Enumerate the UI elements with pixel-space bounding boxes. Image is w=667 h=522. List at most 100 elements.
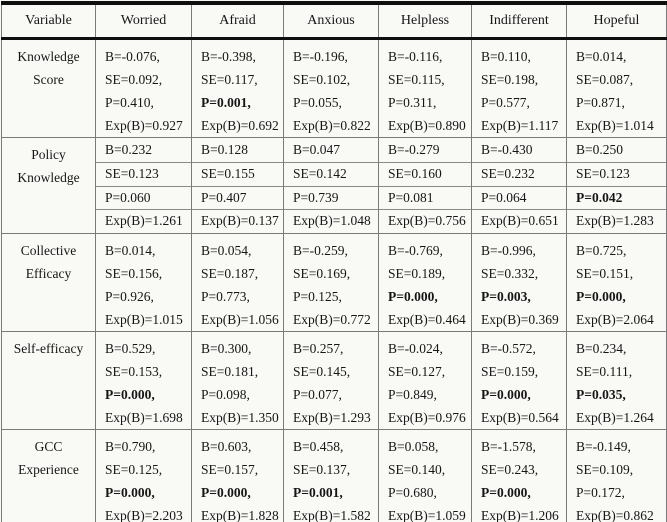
- stat-line: B=-0.196,: [293, 49, 348, 64]
- stat-line: SE=0.151,: [576, 265, 634, 281]
- stat-line: B=-0.398,: [201, 49, 256, 64]
- stat-cell: B=0.603, SE=0.157, P=0.000, Exp(B)=1.828: [191, 428, 284, 522]
- header-row: Variable Worried Afraid Anxious Helpless Indi…: [1, 3, 667, 40]
- stat-line: P=0.060: [96, 185, 191, 210]
- stat-line: SE=0.137,: [293, 461, 351, 477]
- stat-cell: B=-0.769, SE=0.189, P=0.000, Exp(B)=0.464: [378, 232, 472, 332]
- stat-line: Exp(B)=1.117: [481, 118, 559, 133]
- stat-line: SE=0.123: [96, 162, 191, 186]
- stat-cell: B=0.725, SE=0.151, P=0.000, Exp(B)=2.064: [566, 232, 667, 332]
- stat-cell: B=0.058, SE=0.140, P=0.680, Exp(B)=1.059: [378, 428, 472, 522]
- stat-line: B=0.529,: [105, 340, 156, 356]
- column-header-helpless: Helpless: [378, 3, 472, 40]
- stat-line: SE=0.160: [379, 162, 471, 186]
- stat-cell: B=0.128 SE=0.155 P=0.407 Exp(B)=0.137: [191, 137, 284, 234]
- stat-line: P=0.077,: [293, 386, 342, 402]
- stat-line: Exp(B)=1.582: [293, 507, 371, 522]
- table-row: Self-efficacy B=0.529, SE=0.153, P=0.000, Ex…: [1, 330, 667, 430]
- table-row: GCC Experience B=0.790, SE=0.125, P=0.000, Ex…: [1, 428, 667, 522]
- stat-cell: B=0.790, SE=0.125, P=0.000, Exp(B)=2.203: [95, 428, 192, 522]
- stat-line: SE=0.187,: [201, 265, 259, 281]
- stat-line: P=0.055,: [293, 95, 342, 110]
- stat-line: B=0.128: [201, 142, 248, 157]
- stat-cell: B=-1.578, SE=0.243, P=0.000, Exp(B)=1.206: [471, 428, 567, 522]
- stat-line: SE=0.157,: [201, 461, 259, 477]
- stat-line: Exp(B)=0.976: [388, 409, 466, 425]
- stat-line: Exp(B)=0.927: [105, 118, 183, 133]
- stat-line: P=0.000,: [481, 484, 531, 500]
- stat-line: P=0.680,: [388, 484, 437, 500]
- stat-line: SE=0.127,: [388, 363, 446, 379]
- table-row: Knowledge Score B=-0.076, SE=0.092, P=0.410,…: [1, 38, 667, 138]
- variable-name: Knowledge: [17, 49, 80, 64]
- stat-line: SE=0.102,: [293, 72, 351, 87]
- stat-line: Exp(B)=0.756: [379, 209, 471, 233]
- stat-line: Exp(B)=0.369: [481, 311, 559, 327]
- stat-line: SE=0.332,: [481, 265, 539, 281]
- stat-line: SE=0.117,: [201, 72, 258, 87]
- stat-line: B=-0.259,: [293, 242, 348, 258]
- stat-line: P=0.871,: [576, 95, 625, 110]
- stat-line: P=0.042: [567, 185, 666, 210]
- stat-line: B=-0.996,: [481, 242, 536, 258]
- stat-cell: B=-0.259, SE=0.169, P=0.125, Exp(B)=0.772: [283, 232, 379, 332]
- stat-cell: B=-0.279 SE=0.160 P=0.081 Exp(B)=0.756: [378, 137, 472, 234]
- variable-name: Score: [33, 72, 64, 87]
- column-header-hopeful: Hopeful: [566, 3, 667, 40]
- stat-line: P=0.081: [379, 185, 471, 210]
- stat-cell: B=-0.076, SE=0.092, P=0.410, Exp(B)=0.927: [95, 38, 192, 138]
- stat-cell: B=0.250 SE=0.123 P=0.042 Exp(B)=1.283: [566, 137, 667, 234]
- stat-line: Exp(B)=1.014: [576, 118, 654, 133]
- stat-cell: B=-0.149, SE=0.109, P=0.172, Exp(B)=0.862: [566, 428, 667, 522]
- stat-line: B=-1.578,: [481, 438, 536, 454]
- stat-line: Exp(B)=1.293: [293, 409, 371, 425]
- stat-line: P=0.035,: [576, 386, 626, 402]
- stat-line: SE=0.092,: [105, 72, 163, 87]
- stat-line: SE=0.111,: [576, 363, 633, 379]
- stat-line: B=0.014,: [105, 242, 156, 258]
- stat-line: P=0.407: [192, 185, 283, 210]
- variable-name: Knowledge: [17, 170, 80, 185]
- stat-line: B=0.110,: [481, 49, 531, 64]
- stat-line: B=-0.076,: [105, 49, 160, 64]
- stat-line: Exp(B)=1.350: [201, 409, 279, 425]
- stat-line: B=0.790,: [105, 438, 156, 454]
- variable-name: Self-efficacy: [13, 340, 84, 356]
- stat-cell: B=0.232 SE=0.123 P=0.060 Exp(B)=1.261: [95, 137, 192, 234]
- stat-cell: B=0.014, SE=0.087, P=0.871, Exp(B)=1.014: [566, 38, 667, 138]
- stat-cell: B=-0.398, SE=0.117, P=0.001, Exp(B)=0.692: [191, 38, 284, 138]
- stat-line: B=0.232: [105, 142, 152, 157]
- stat-line: P=0.125,: [293, 288, 342, 304]
- stat-line: B=-0.279: [388, 142, 440, 157]
- stat-cell: B=0.110, SE=0.198, P=0.577, Exp(B)=1.117: [471, 38, 567, 138]
- stat-line: P=0.000,: [388, 288, 438, 304]
- stat-line: Exp(B)=0.822: [293, 118, 371, 133]
- stat-cell: B=-0.196, SE=0.102, P=0.055, Exp(B)=0.822: [283, 38, 379, 138]
- stat-line: Exp(B)=1.828: [201, 507, 279, 522]
- stat-line: SE=0.155: [192, 162, 283, 186]
- stat-line: Exp(B)=1.059: [388, 507, 466, 522]
- stat-line: P=0.000,: [201, 484, 251, 500]
- stat-cell: B=0.014, SE=0.156, P=0.926, Exp(B)=1.015: [95, 232, 192, 332]
- stat-line: SE=0.159,: [481, 363, 539, 379]
- stat-line: SE=0.142: [284, 162, 378, 186]
- stat-line: SE=0.198,: [481, 72, 539, 87]
- stat-line: B=0.054,: [201, 242, 252, 258]
- stat-line: P=0.849,: [388, 386, 437, 402]
- variable-cell: Knowledge Score: [1, 38, 96, 138]
- stat-cell: B=-0.572, SE=0.159, P=0.000, Exp(B)=0.564: [471, 330, 567, 430]
- stat-line: Exp(B)=2.064: [576, 311, 654, 327]
- stat-line: P=0.577,: [481, 95, 530, 110]
- column-header-variable: Variable: [1, 3, 96, 40]
- stat-line: Exp(B)=0.564: [481, 409, 559, 425]
- stat-line: B=-0.572,: [481, 340, 536, 356]
- stat-line: SE=0.109,: [576, 461, 634, 477]
- stat-line: B=0.014,: [576, 49, 627, 64]
- stat-line: Exp(B)=0.890: [388, 118, 466, 133]
- variable-name: Efficacy: [25, 265, 72, 281]
- column-header-indifferent: Indifferent: [471, 3, 567, 40]
- stat-line: Exp(B)=0.772: [293, 311, 371, 327]
- stat-line: SE=0.145,: [293, 363, 351, 379]
- stat-cell: B=0.300, SE=0.181, P=0.098, Exp(B)=1.350: [191, 330, 284, 430]
